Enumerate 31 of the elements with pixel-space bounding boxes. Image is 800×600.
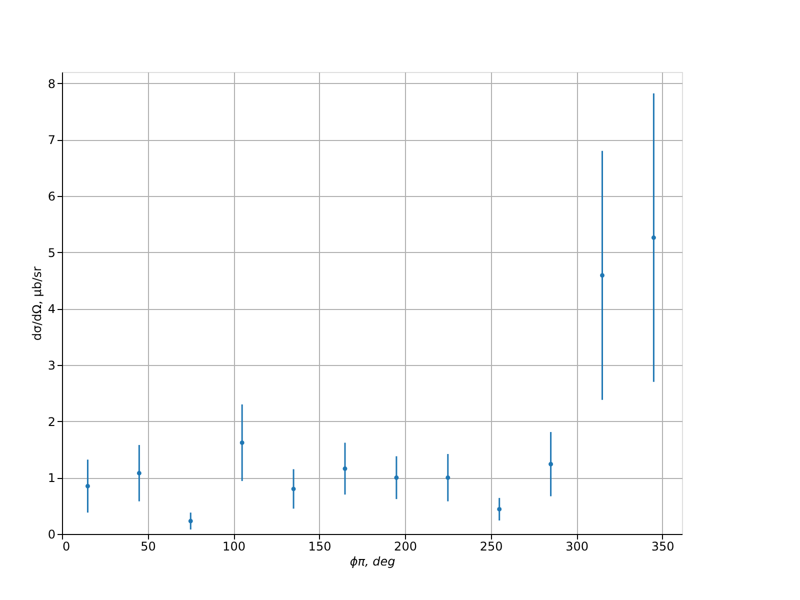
y-tick-label: 6 <box>48 189 56 204</box>
point <box>240 440 244 445</box>
y-tick-label: 1 <box>48 471 56 486</box>
x-tick-label: 300 <box>566 540 588 554</box>
point <box>497 506 502 512</box>
point <box>342 466 348 471</box>
y-axis-title: dσ/dΩ, μb/sr <box>30 266 44 341</box>
point <box>136 470 142 476</box>
y-tick-label: 3 <box>48 358 56 372</box>
x-tick-label: 150 <box>308 540 332 554</box>
x-tick-label: 0 <box>62 540 70 554</box>
x-tick-label: 250 <box>480 540 503 554</box>
point <box>188 518 193 524</box>
y-tick-label: 7 <box>48 133 56 148</box>
x-tick-label: 50 <box>140 540 156 554</box>
point <box>600 273 604 278</box>
x-tick-label: 200 <box>394 540 417 554</box>
y-tick-label: 4 <box>48 302 56 316</box>
point <box>291 486 296 492</box>
y-tick-label: 8 <box>48 76 56 91</box>
point <box>548 462 554 466</box>
x-tick-label: 100 <box>222 540 246 554</box>
x-axis-title: ϕπ, deg <box>350 554 396 568</box>
point <box>651 235 656 240</box>
y-tick-label: 5 <box>48 246 56 260</box>
x-tick-label: 350 <box>651 540 674 554</box>
point <box>394 475 399 480</box>
point <box>85 484 90 488</box>
y-tick-label: 0 <box>48 528 56 542</box>
y-tick-label: 2 <box>48 414 56 429</box>
point <box>446 475 450 480</box>
